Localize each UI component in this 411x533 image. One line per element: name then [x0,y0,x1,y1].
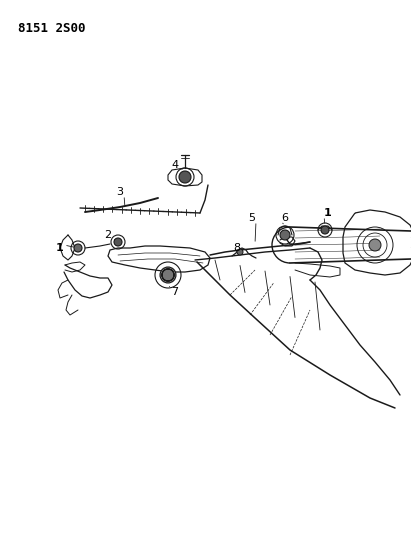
Text: 8: 8 [233,243,240,253]
Circle shape [237,249,243,255]
Text: 3: 3 [116,187,123,197]
Circle shape [369,239,381,251]
Text: 1: 1 [56,243,64,253]
Text: 2: 2 [104,230,111,240]
Text: 1: 1 [324,208,332,218]
Circle shape [179,171,191,183]
Text: 4: 4 [171,160,178,170]
Text: 5: 5 [249,213,256,223]
Text: 6: 6 [282,213,289,223]
Text: 8151 2S00: 8151 2S00 [18,22,85,35]
Circle shape [321,226,329,234]
Circle shape [280,230,290,240]
Text: 7: 7 [171,287,178,297]
Circle shape [74,244,82,252]
Circle shape [114,238,122,246]
Circle shape [160,267,176,283]
